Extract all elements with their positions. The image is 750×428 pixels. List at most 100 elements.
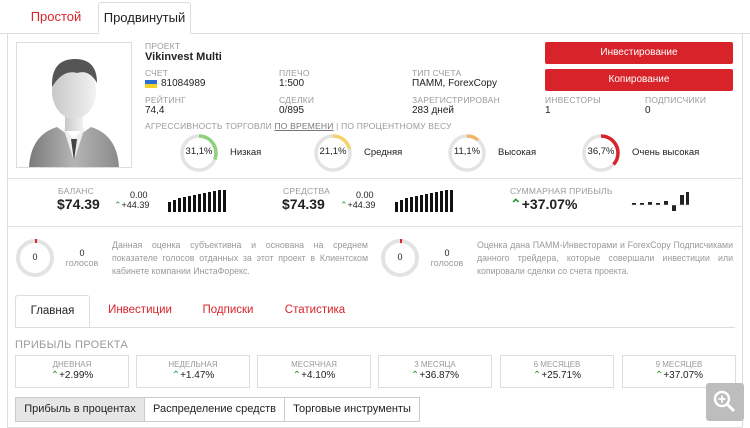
donut-chart [314, 134, 352, 172]
profit-card-value: ⌃+1.47% [137, 370, 249, 381]
donut-chart [582, 134, 620, 172]
donut-label: Очень высокая [632, 147, 700, 158]
trend-up-icon: ⌃ [654, 370, 664, 381]
profit-card: НЕДЕЛЬНАЯ ⌃+1.47% [136, 355, 250, 388]
account-type-value: ПАММ, ForexCopy [412, 78, 497, 89]
trend-up-icon: ⌃ [510, 196, 522, 212]
votes-count-right: 0 голосов [429, 248, 465, 268]
funds-delta: ⌃+44.39 [340, 200, 375, 211]
leverage-label: ПЛЕЧО [279, 68, 310, 78]
profit-card: МЕСЯЧНАЯ ⌃+4.10% [257, 355, 371, 388]
aggressiveness-divider: | [336, 121, 339, 131]
profit-card-value-text: +37.07% [663, 370, 704, 381]
project-name: Vikinvest Multi [145, 51, 222, 63]
vote-count: 0 [32, 252, 38, 262]
profit-label: СУММАРНАЯ ПРИБЫЛЬ [510, 186, 613, 196]
balance-delta-value: +44.39 [121, 200, 150, 210]
profit-card-label: НЕДЕЛЬНАЯ [168, 360, 218, 369]
subscribers-value: 0 [645, 105, 651, 116]
funds-delta-top: 0.00 [356, 190, 374, 200]
tab-statistics[interactable]: Статистика [284, 304, 346, 316]
divider [7, 178, 743, 179]
aggressiveness-donut-2: 11,1% [446, 132, 488, 179]
by-time-link[interactable]: ПО ВРЕМЕНИ [274, 121, 334, 131]
balance-value: $74.39 [57, 196, 100, 212]
profit-card-value-text: +1.47% [180, 370, 215, 381]
rating-label: РЕЙТИНГ [145, 95, 186, 105]
trend-up-icon: ⌃ [532, 370, 542, 381]
balance-label: БАЛАНС [58, 186, 94, 196]
funds-value: $74.39 [282, 196, 325, 212]
user-avatar-icon [29, 59, 119, 167]
tab-main[interactable]: Главная [15, 295, 90, 327]
donut-value: 11,1% [453, 146, 481, 157]
votes-count-left: 0 голосов [64, 248, 100, 268]
account-label: СЧЕТ [145, 68, 169, 78]
vote-donut [381, 239, 419, 277]
invest-button[interactable]: Инвестирование [545, 42, 733, 64]
tab-advanced[interactable]: Продвинутый [98, 2, 191, 34]
tab-subscriptions[interactable]: Подписки [202, 304, 254, 316]
profit-card-value: ⌃+37.07% [623, 370, 735, 381]
profit-card-label: МЕСЯЧНАЯ [291, 360, 337, 369]
zoom-icon [713, 390, 736, 413]
donut-chart [448, 134, 486, 172]
votes-value: 0 [444, 248, 450, 258]
vote-right: 0 [380, 238, 420, 283]
balance-delta: ⌃+44.39 [114, 200, 149, 211]
registered-label: ЗАРЕГИСТРИРОВАН [412, 95, 500, 105]
profit-section-title: ПРИБЫЛЬ ПРОЕКТА [15, 339, 129, 351]
donut-value: 21,1% [319, 146, 347, 157]
aggressiveness-donut-1: 21,1% [312, 132, 354, 179]
zoom-button[interactable] [706, 383, 744, 421]
profit-card: ДНЕВНАЯ ⌃+2.99% [15, 355, 129, 388]
trend-up-icon: ⌃ [50, 370, 60, 381]
donut-chart [180, 134, 218, 172]
vote-left: 0 [15, 238, 55, 283]
profit-card-value: ⌃+25.71% [501, 370, 613, 381]
profit-value: ⌃+37.07% [510, 196, 577, 213]
rating-value: 74,4 [145, 105, 165, 116]
aggressiveness-title: АГРЕССИВНОСТЬ ТОРГОВЛИ [145, 121, 272, 131]
profit-card: 6 МЕСЯЦЕВ ⌃+25.71% [500, 355, 614, 388]
votes-label: голосов [65, 258, 99, 268]
copy-button[interactable]: Копирование [545, 69, 733, 91]
divider [7, 226, 743, 227]
profit-sparkline [630, 192, 690, 211]
profit-card: 3 МЕСЯЦА ⌃+36.87% [378, 355, 492, 388]
investors-label: ИНВЕСТОРЫ [545, 95, 601, 105]
donut-label: Низкая [230, 147, 262, 158]
account-type-label: ТИП СЧЕТА [412, 68, 462, 78]
tab-investments[interactable]: Инвестиции [108, 304, 172, 316]
ukraine-flag-icon [145, 80, 157, 88]
donut-label: Высокая [498, 147, 537, 158]
investors-value: 1 [545, 105, 551, 116]
profit-card: 9 МЕСЯЦЕВ ⌃+37.07% [622, 355, 736, 388]
profit-card-label: 9 МЕСЯЦЕВ [655, 360, 703, 369]
profit-card-label: ДНЕВНАЯ [52, 360, 92, 369]
aggressiveness-donut-0: 31,1% [178, 132, 220, 179]
leverage-value: 1:500 [279, 78, 305, 89]
tab-trading-instruments[interactable]: Торговые инструменты [284, 397, 420, 422]
funds-sparkbars [395, 190, 453, 212]
vote-description-right: Оценка дана ПАММ-Инвесторами и ForexCopy… [477, 240, 733, 276]
by-percent-link[interactable]: ПО ПРОЦЕНТНОМУ ВЕСУ [341, 121, 452, 131]
funds-delta-value: +44.39 [347, 200, 376, 210]
aggressiveness-donut-3: 36,7% [580, 132, 622, 179]
donut-value: 36,7% [587, 146, 615, 157]
trend-up-icon: ⌃ [114, 200, 122, 210]
subscribers-label: ПОДПИСЧИКИ [645, 95, 707, 105]
profit-card-value: ⌃+4.10% [258, 370, 370, 381]
trend-up-icon: ⌃ [292, 370, 302, 381]
votes-value: 0 [79, 248, 85, 258]
profit-card-value-text: +4.10% [301, 370, 336, 381]
profit-card-label: 6 МЕСЯЦЕВ [533, 360, 581, 369]
tab-profit-percent[interactable]: Прибыль в процентах [15, 397, 145, 422]
tab-funds-distribution[interactable]: Распределение средств [144, 397, 285, 422]
trend-up-icon: ⌃ [171, 370, 181, 381]
donut-label: Средняя [364, 147, 403, 158]
vote-donut [16, 239, 54, 277]
profit-card-value-text: +25.71% [541, 370, 582, 381]
tab-simple[interactable]: Простой [30, 9, 82, 24]
profit-card-value: ⌃+2.99% [16, 370, 128, 381]
